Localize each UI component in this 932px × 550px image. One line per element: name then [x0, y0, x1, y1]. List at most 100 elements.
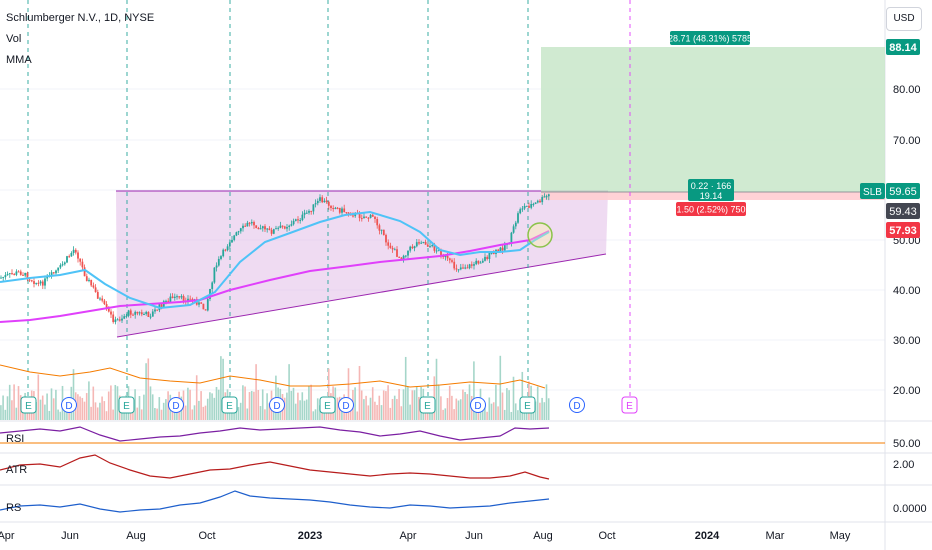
candle-body: [68, 256, 71, 258]
candle-body: [94, 287, 97, 293]
volume-bar: [402, 389, 405, 420]
volume-bar: [521, 371, 524, 420]
rsi-legend[interactable]: RSI: [6, 433, 24, 445]
candle-body: [532, 203, 535, 205]
volume-bar: [220, 356, 222, 420]
volume-bar: [534, 401, 537, 420]
volume-bar: [435, 358, 438, 420]
candle-body: [422, 241, 425, 243]
mma-slow-line[interactable]: [0, 230, 550, 323]
candle-body: [202, 303, 205, 310]
event-markers[interactable]: E D E D E D E D E D E D E: [20, 396, 638, 414]
candle-body: [176, 296, 178, 298]
volume-legend[interactable]: Vol: [6, 33, 21, 45]
volume-bar: [187, 387, 189, 420]
candle-body: [341, 208, 343, 213]
candle-body: [99, 298, 101, 300]
dividend-marker[interactable]: D: [338, 397, 354, 413]
candle-body: [154, 309, 156, 312]
volume-bar: [191, 409, 194, 420]
candle-body: [198, 302, 200, 305]
volume-bar: [202, 406, 205, 420]
candle-body: [475, 260, 478, 265]
volume-bar: [495, 384, 497, 420]
volume-bar: [442, 409, 444, 420]
target-price-badge[interactable]: 88.14: [886, 39, 920, 55]
volume-bar: [200, 391, 202, 420]
candle-body: [132, 314, 134, 316]
risk-reward-label[interactable]: 0.22 · 166 19.14: [688, 179, 734, 201]
candle-body: [347, 212, 350, 214]
earnings-marker[interactable]: E: [319, 396, 336, 414]
earnings-marker[interactable]: E: [20, 396, 37, 414]
target-label[interactable]: 28.71 (48.31%) 5785: [668, 31, 752, 45]
candle-body: [481, 260, 484, 263]
candle-body: [301, 214, 304, 221]
mma-fast-line[interactable]: [0, 210, 550, 310]
chart-title[interactable]: Schlumberger N.V., 1D, NYSE: [6, 12, 154, 24]
earnings-marker[interactable]: E: [519, 396, 536, 414]
volume-bar: [545, 384, 548, 420]
volume-bar: [217, 389, 220, 420]
volume-bar: [94, 402, 97, 420]
ticker-badge[interactable]: SLB: [860, 183, 885, 199]
highlight-circle[interactable]: [527, 222, 553, 248]
dividend-marker[interactable]: D: [569, 397, 585, 413]
earnings-marker[interactable]: E: [419, 396, 436, 414]
volume-bar: [303, 400, 306, 420]
candle-body: [30, 280, 33, 282]
candle-body: [451, 260, 453, 262]
time-axis[interactable]: Apr Jun Aug Oct 2023 Apr Jun Aug Oct 202…: [0, 530, 851, 542]
earnings-marker[interactable]: E: [118, 396, 135, 414]
candle-body: [270, 229, 273, 234]
volume-bar: [143, 394, 145, 420]
price-tick: 40.00: [893, 285, 921, 297]
candle-body: [224, 249, 227, 251]
volume-bar: [105, 411, 108, 420]
triangle-bottom-line[interactable]: [116, 253, 607, 338]
volume-bar: [176, 410, 178, 420]
stop-label[interactable]: 1.50 (2.52%) 750: [676, 202, 746, 216]
candle-body: [510, 232, 513, 243]
earnings-marker-upcoming[interactable]: E: [621, 396, 638, 414]
candle-body: [345, 212, 348, 214]
atr-legend[interactable]: ATR: [6, 464, 27, 476]
stop-price-badge[interactable]: 57.93: [886, 222, 920, 238]
dividend-marker[interactable]: D: [470, 397, 486, 413]
candle-body: [283, 226, 286, 229]
candle-body: [61, 264, 64, 266]
volume-bar: [393, 395, 396, 420]
candle-body: [127, 310, 130, 316]
volume-bar: [385, 391, 387, 420]
candle-body: [466, 267, 469, 269]
candle-body: [398, 256, 401, 258]
volume-bar: [55, 389, 57, 420]
dividend-marker[interactable]: D: [269, 397, 285, 413]
candle-body: [277, 227, 280, 229]
currency-button[interactable]: USD: [886, 7, 922, 31]
volume-bar: [116, 386, 119, 420]
candle-body: [72, 249, 75, 253]
volume-bar: [444, 408, 447, 420]
svg-text:D: D: [342, 401, 349, 412]
dividend-marker[interactable]: D: [61, 397, 77, 413]
countdown-badge[interactable]: 59.43: [886, 203, 920, 219]
rs-legend[interactable]: RS: [6, 502, 21, 514]
candle-body: [81, 261, 84, 268]
candle-body: [303, 212, 306, 215]
last-price-badge[interactable]: 59.65: [886, 183, 920, 199]
dividend-marker[interactable]: D: [168, 397, 184, 413]
time-label: Apr: [0, 530, 15, 542]
price-axis[interactable]: 80.00 70.00 50.00 40.00 30.00 20.00 50.0…: [893, 84, 927, 515]
candle-body: [138, 312, 141, 314]
candle-body: [165, 300, 167, 302]
candle-body: [24, 272, 27, 276]
volume-bar: [79, 396, 81, 420]
volume-bar: [319, 405, 321, 420]
earnings-marker[interactable]: E: [221, 396, 238, 414]
mma-legend[interactable]: MMA: [6, 54, 32, 66]
target-zone[interactable]: [541, 47, 885, 192]
candle-body: [103, 300, 106, 305]
candle-body: [521, 208, 524, 210]
